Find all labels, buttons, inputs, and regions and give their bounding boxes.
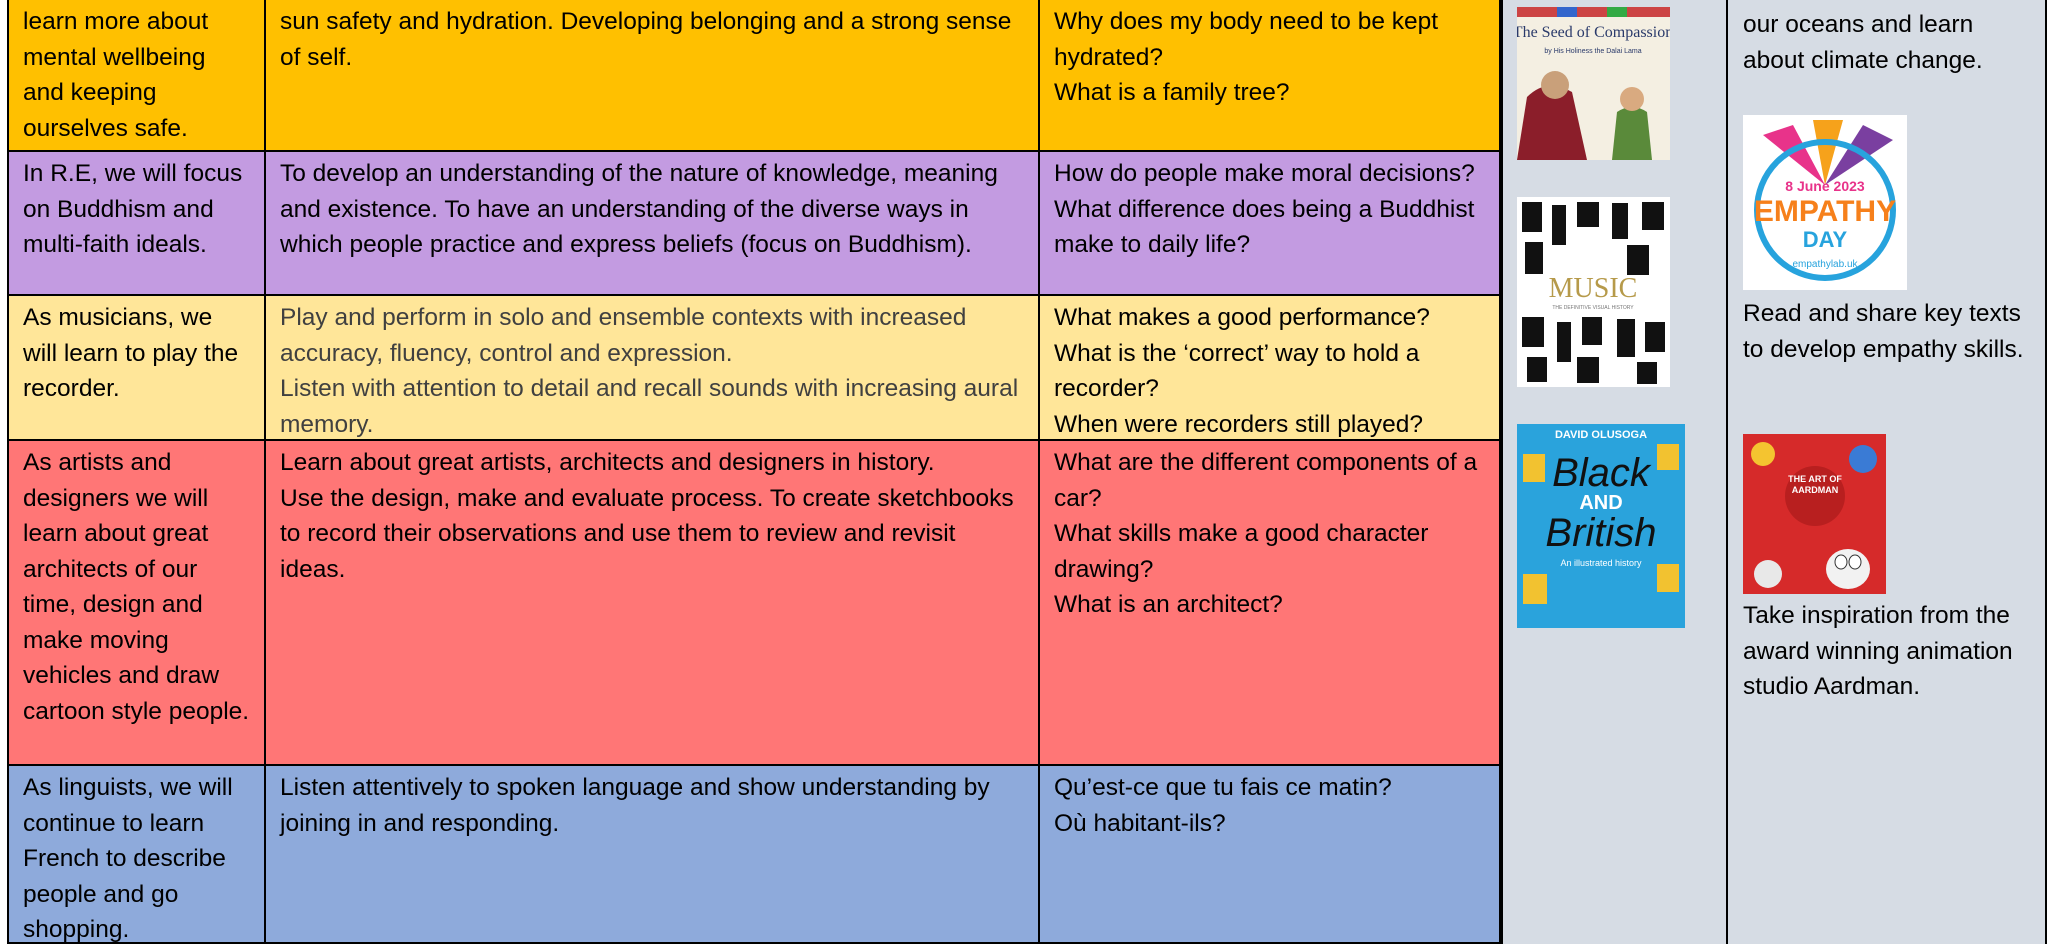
intro-cell: learn more about mental wellbeing and ke…	[7, 0, 266, 152]
question-text: Où habitant-ils?	[1054, 809, 1226, 837]
aim-text: Listen attentively to spoken language an…	[280, 774, 990, 837]
questions-cell: How do people make moral decisions? What …	[1040, 152, 1501, 296]
aims-cell: To develop an understanding of the natur…	[266, 152, 1040, 296]
book-title: AND	[1579, 492, 1622, 514]
aim-text: Learn about great artists, architects an…	[280, 449, 935, 476]
aim-text: sun safety and hydration. Developing bel…	[280, 8, 1012, 71]
badge-title: THE ART OF AARDMAN	[1788, 474, 1842, 495]
aims-cell: Listen attentively to spoken language an…	[266, 766, 1040, 944]
questions-cell: What are the different components of a c…	[1040, 441, 1501, 766]
book-subtitle: THE DEFINITIVE VISUAL HISTORY	[1552, 305, 1634, 311]
intro-text: As musicians, we will learn to play the …	[23, 304, 239, 402]
book-title: The Seed of Compassion	[1517, 24, 1670, 41]
book-title: Black	[1552, 451, 1652, 495]
book-title: British	[1545, 511, 1656, 555]
book-author: by His Holiness the Dalai Lama	[1544, 48, 1641, 55]
aardman-cover: THE ART OF AARDMAN	[1743, 434, 1886, 594]
question-text: Why does my body need to be kept hydrate…	[1054, 8, 1439, 71]
intro-text: In R.E, we will focus on Buddhism and mu…	[23, 160, 243, 258]
question-text: What is an architect?	[1054, 591, 1283, 618]
empathy-badge: 8 June 2023 EMPATHY DAY empathylab.uk	[1743, 115, 1907, 290]
question-text: What makes a good performance?	[1054, 304, 1430, 331]
question-text: When were recorders still played?	[1054, 410, 1424, 438]
book-cover: DAVID OLUSOGA Black AND British An illus…	[1517, 424, 1685, 628]
book-subtitle: An illustrated history	[1560, 558, 1642, 568]
aims-cell: sun safety and hydration. Developing bel…	[266, 0, 1040, 152]
intro-text: learn more about mental wellbeing and ke…	[23, 8, 209, 142]
badge-title: EMPATHY	[1754, 195, 1896, 228]
question-text: What is a family tree?	[1054, 79, 1290, 106]
badge-date: 8 June 2023	[1785, 178, 1865, 194]
book-author: DAVID OLUSOGA	[1555, 429, 1647, 441]
question-text: What difference does being a Buddhist ma…	[1054, 195, 1475, 259]
question-text: What are the different components of a c…	[1054, 449, 1478, 512]
intro-text: As artists and designers we will learn a…	[23, 449, 250, 725]
badge-subtitle: DAY	[1803, 227, 1848, 252]
aim-text: Listen with attention to detail and reca…	[280, 375, 1019, 438]
side-text: Take inspiration from the award winning …	[1743, 602, 2013, 700]
intro-cell: As linguists, we will continue to learn …	[7, 766, 266, 944]
question-text: What skills make a good character drawin…	[1054, 520, 1429, 583]
book-cover: MUSIC THE DEFINITIVE VISUAL HISTORY	[1517, 197, 1670, 387]
aims-cell: Learn about great artists, architects an…	[266, 441, 1040, 766]
questions-cell: Why does my body need to be kept hydrate…	[1040, 0, 1501, 152]
intro-cell: As artists and designers we will learn a…	[7, 441, 266, 766]
questions-cell: Qu’est-ce que tu fais ce matin? Où habita…	[1040, 766, 1501, 944]
book-cover: The Seed of Compassion by His Holiness t…	[1517, 7, 1670, 160]
aim-text: Use the design, make and evaluate proces…	[280, 484, 1014, 583]
side-text: our oceans and learn about climate chang…	[1743, 11, 1983, 74]
question-text: What is the ‘correct’ way to hold a reco…	[1054, 339, 1420, 403]
question-text: How do people make moral decisions?	[1054, 160, 1475, 187]
aim-text: Play and perform in solo and ensemble co…	[280, 304, 967, 367]
book-title: MUSIC	[1549, 273, 1638, 304]
intro-cell: As musicians, we will learn to play the …	[7, 296, 266, 441]
side-text: Read and share key texts to develop empa…	[1743, 300, 2024, 363]
intro-text: As linguists, we will continue to learn …	[23, 774, 233, 943]
badge-url: empathylab.uk	[1792, 259, 1858, 270]
aim-text: To develop an understanding of the natur…	[280, 160, 998, 258]
questions-cell: What makes a good performance? What is th…	[1040, 296, 1501, 441]
aims-cell: Play and perform in solo and ensemble co…	[266, 296, 1040, 441]
question-text: Qu’est-ce que tu fais ce matin?	[1054, 774, 1392, 801]
intro-cell: In R.E, we will focus on Buddhism and mu…	[7, 152, 266, 296]
